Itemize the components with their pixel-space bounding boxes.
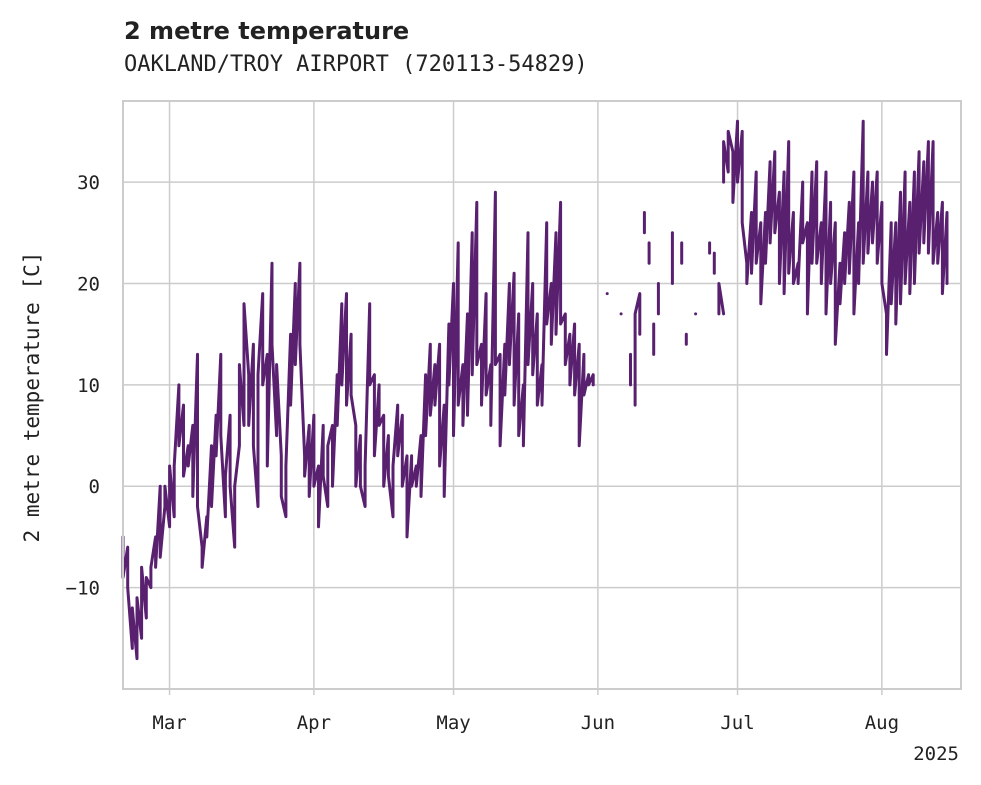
temperature-line-segment [717,282,726,316]
x-tick-label: Aug [865,712,899,734]
chart-subtitle: OAKLAND/TROY AIRPORT (720113-54829) [124,52,588,77]
plot-frame [122,100,962,690]
y-axis-label: 2 metre temperature [C] [20,252,44,543]
x-tick-label: Mar [152,712,186,734]
temperature-line-segment [121,190,595,661]
temperature-line-segment [633,292,642,407]
x-tick-label: Apr [297,712,331,734]
series-layer [121,119,949,661]
y-tick-label: −10 [66,578,100,600]
x-axis-ticks: Mar Apr May Jun Jul Aug [152,689,899,734]
y-tick-label: 0 [89,476,100,498]
y-tick-label: 10 [77,375,100,397]
x-tick-label: May [436,712,470,734]
x-tick-label: Jul [720,712,754,734]
x-axis-year-label: 2025 [913,743,959,765]
temperature-line-segment [722,119,949,356]
y-axis-ticks: −10 0 10 20 30 [66,172,100,600]
x-tick-label: Jun [581,712,615,734]
y-tick-label: 20 [77,273,100,295]
grid-lines [123,101,961,689]
chart-title: 2 metre temperature [124,17,410,45]
y-tick-label: 30 [77,172,100,194]
